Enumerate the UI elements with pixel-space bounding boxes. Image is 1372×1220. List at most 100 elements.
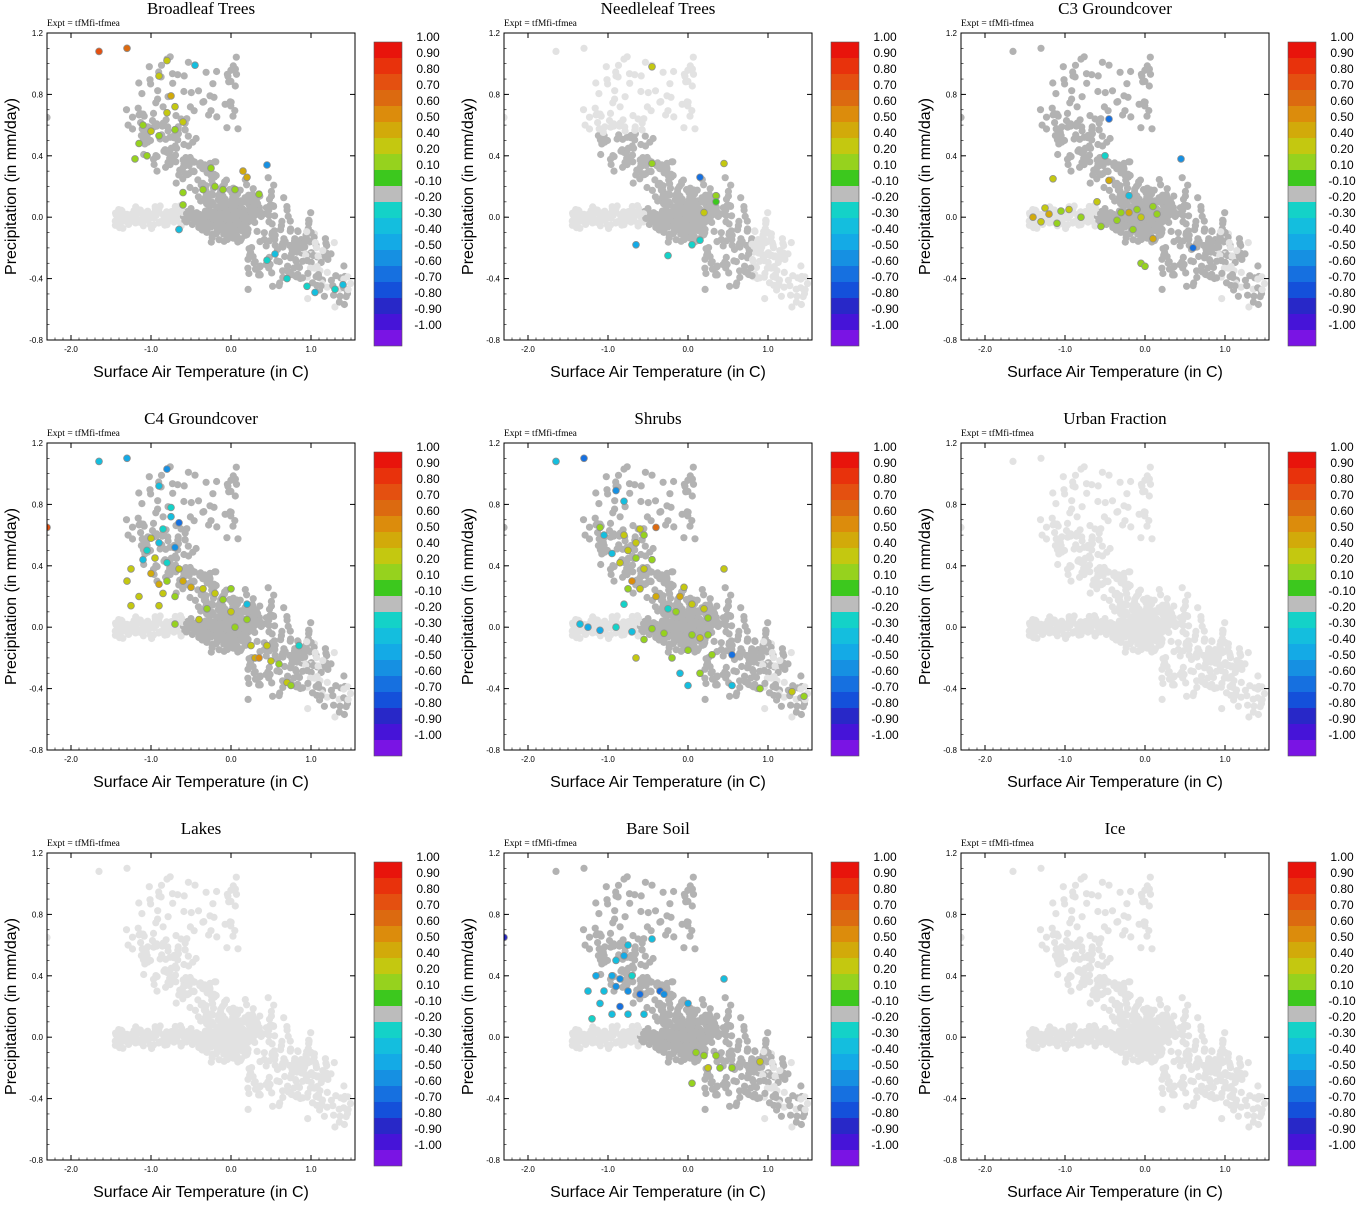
data-point bbox=[180, 189, 187, 196]
base-point bbox=[152, 509, 159, 516]
colorbar-label: 0.60 bbox=[416, 94, 440, 108]
base-point bbox=[330, 702, 337, 709]
base-point bbox=[250, 185, 257, 192]
base-point bbox=[1218, 257, 1225, 264]
colorbar-label: -0.40 bbox=[414, 632, 442, 646]
data-point bbox=[1126, 209, 1133, 216]
base-point bbox=[1192, 218, 1199, 225]
base-point bbox=[1055, 140, 1062, 147]
base-point bbox=[1219, 217, 1226, 224]
x-axis-label: Surface Air Temperature (in C) bbox=[1007, 364, 1223, 381]
base-point bbox=[751, 653, 758, 660]
base-point bbox=[594, 119, 601, 126]
base-point bbox=[154, 87, 161, 94]
base-point bbox=[1206, 256, 1213, 263]
base-point bbox=[269, 283, 276, 290]
base-point bbox=[586, 114, 593, 121]
base-point bbox=[280, 194, 287, 201]
base-point bbox=[735, 218, 742, 225]
base-point bbox=[285, 623, 292, 630]
base-point bbox=[552, 48, 559, 55]
base-point bbox=[660, 69, 667, 76]
data-point bbox=[649, 160, 656, 167]
base-point bbox=[642, 133, 649, 140]
base-point bbox=[215, 222, 222, 229]
base-point bbox=[272, 242, 279, 249]
base-point bbox=[186, 594, 193, 601]
base-point bbox=[269, 693, 276, 700]
base-point bbox=[210, 504, 217, 511]
base-point bbox=[1086, 112, 1093, 119]
base-point bbox=[146, 63, 153, 70]
base-point bbox=[609, 99, 616, 106]
data-point bbox=[268, 658, 275, 665]
base-point bbox=[212, 568, 219, 575]
base-point bbox=[607, 221, 614, 228]
chart-title: Shrubs bbox=[634, 410, 681, 428]
base-point bbox=[179, 585, 186, 592]
base-point bbox=[1179, 218, 1186, 225]
base-point bbox=[751, 637, 758, 644]
colorbar-label: -0.60 bbox=[414, 254, 442, 268]
base-point bbox=[735, 628, 742, 635]
base-point bbox=[781, 679, 788, 686]
base-point bbox=[181, 72, 188, 79]
base-point bbox=[1078, 159, 1085, 166]
data-point bbox=[156, 602, 163, 609]
base-point bbox=[185, 59, 192, 66]
colorbar-swatch bbox=[374, 548, 402, 564]
base-point bbox=[173, 217, 180, 224]
colorbar: 1.000.900.800.700.600.500.400.200.10-0.1… bbox=[1288, 30, 1356, 346]
base-point bbox=[1037, 45, 1044, 52]
base-point bbox=[189, 221, 196, 228]
colorbar-label: 0.20 bbox=[416, 552, 440, 566]
colorbar-label: -0.50 bbox=[414, 648, 442, 662]
colorbar-label: -0.10 bbox=[414, 174, 442, 188]
data-point bbox=[649, 63, 656, 70]
base-point bbox=[689, 82, 696, 89]
colorbar-swatch bbox=[374, 106, 402, 122]
base-point bbox=[138, 209, 145, 216]
base-point bbox=[285, 213, 292, 220]
x-tick-label: -2.0 bbox=[978, 345, 992, 354]
base-point bbox=[182, 564, 189, 571]
base-point bbox=[769, 239, 776, 246]
data-point bbox=[232, 624, 239, 631]
base-point bbox=[727, 592, 734, 599]
base-point bbox=[737, 194, 744, 201]
base-point bbox=[1160, 216, 1167, 223]
base-point bbox=[760, 228, 767, 235]
colorbar-label: 0.10 bbox=[416, 158, 440, 172]
base-point bbox=[292, 256, 299, 263]
point-layer bbox=[500, 45, 811, 311]
colorbar-swatch bbox=[374, 314, 402, 330]
base-point bbox=[311, 265, 318, 272]
base-point bbox=[304, 667, 311, 674]
data-point bbox=[1130, 226, 1137, 233]
base-point bbox=[313, 692, 320, 699]
base-point bbox=[215, 632, 222, 639]
colorbar-swatch bbox=[831, 266, 859, 282]
data-point bbox=[240, 168, 247, 175]
base-point bbox=[1117, 69, 1124, 76]
data-point bbox=[689, 241, 696, 248]
base-point bbox=[234, 125, 241, 132]
base-point bbox=[776, 247, 783, 254]
base-point bbox=[213, 68, 220, 75]
y-tick-label: -0.4 bbox=[486, 275, 500, 284]
base-point bbox=[301, 243, 308, 250]
base-point bbox=[700, 199, 707, 206]
data-point bbox=[164, 109, 171, 116]
data-point bbox=[721, 160, 728, 167]
colorbar-swatch bbox=[374, 516, 402, 532]
base-point bbox=[224, 626, 231, 633]
expt-label: Expt = tfMfi-tfmea bbox=[47, 18, 121, 29]
base-point bbox=[1079, 127, 1086, 134]
base-point bbox=[161, 628, 168, 635]
data-point bbox=[1058, 208, 1065, 215]
base-point bbox=[331, 239, 338, 246]
colorbar-label: -0.60 bbox=[414, 664, 442, 678]
y-axis-label: Precipitation (in mm/day) bbox=[3, 508, 20, 685]
colorbar-label: 0.40 bbox=[416, 126, 440, 140]
